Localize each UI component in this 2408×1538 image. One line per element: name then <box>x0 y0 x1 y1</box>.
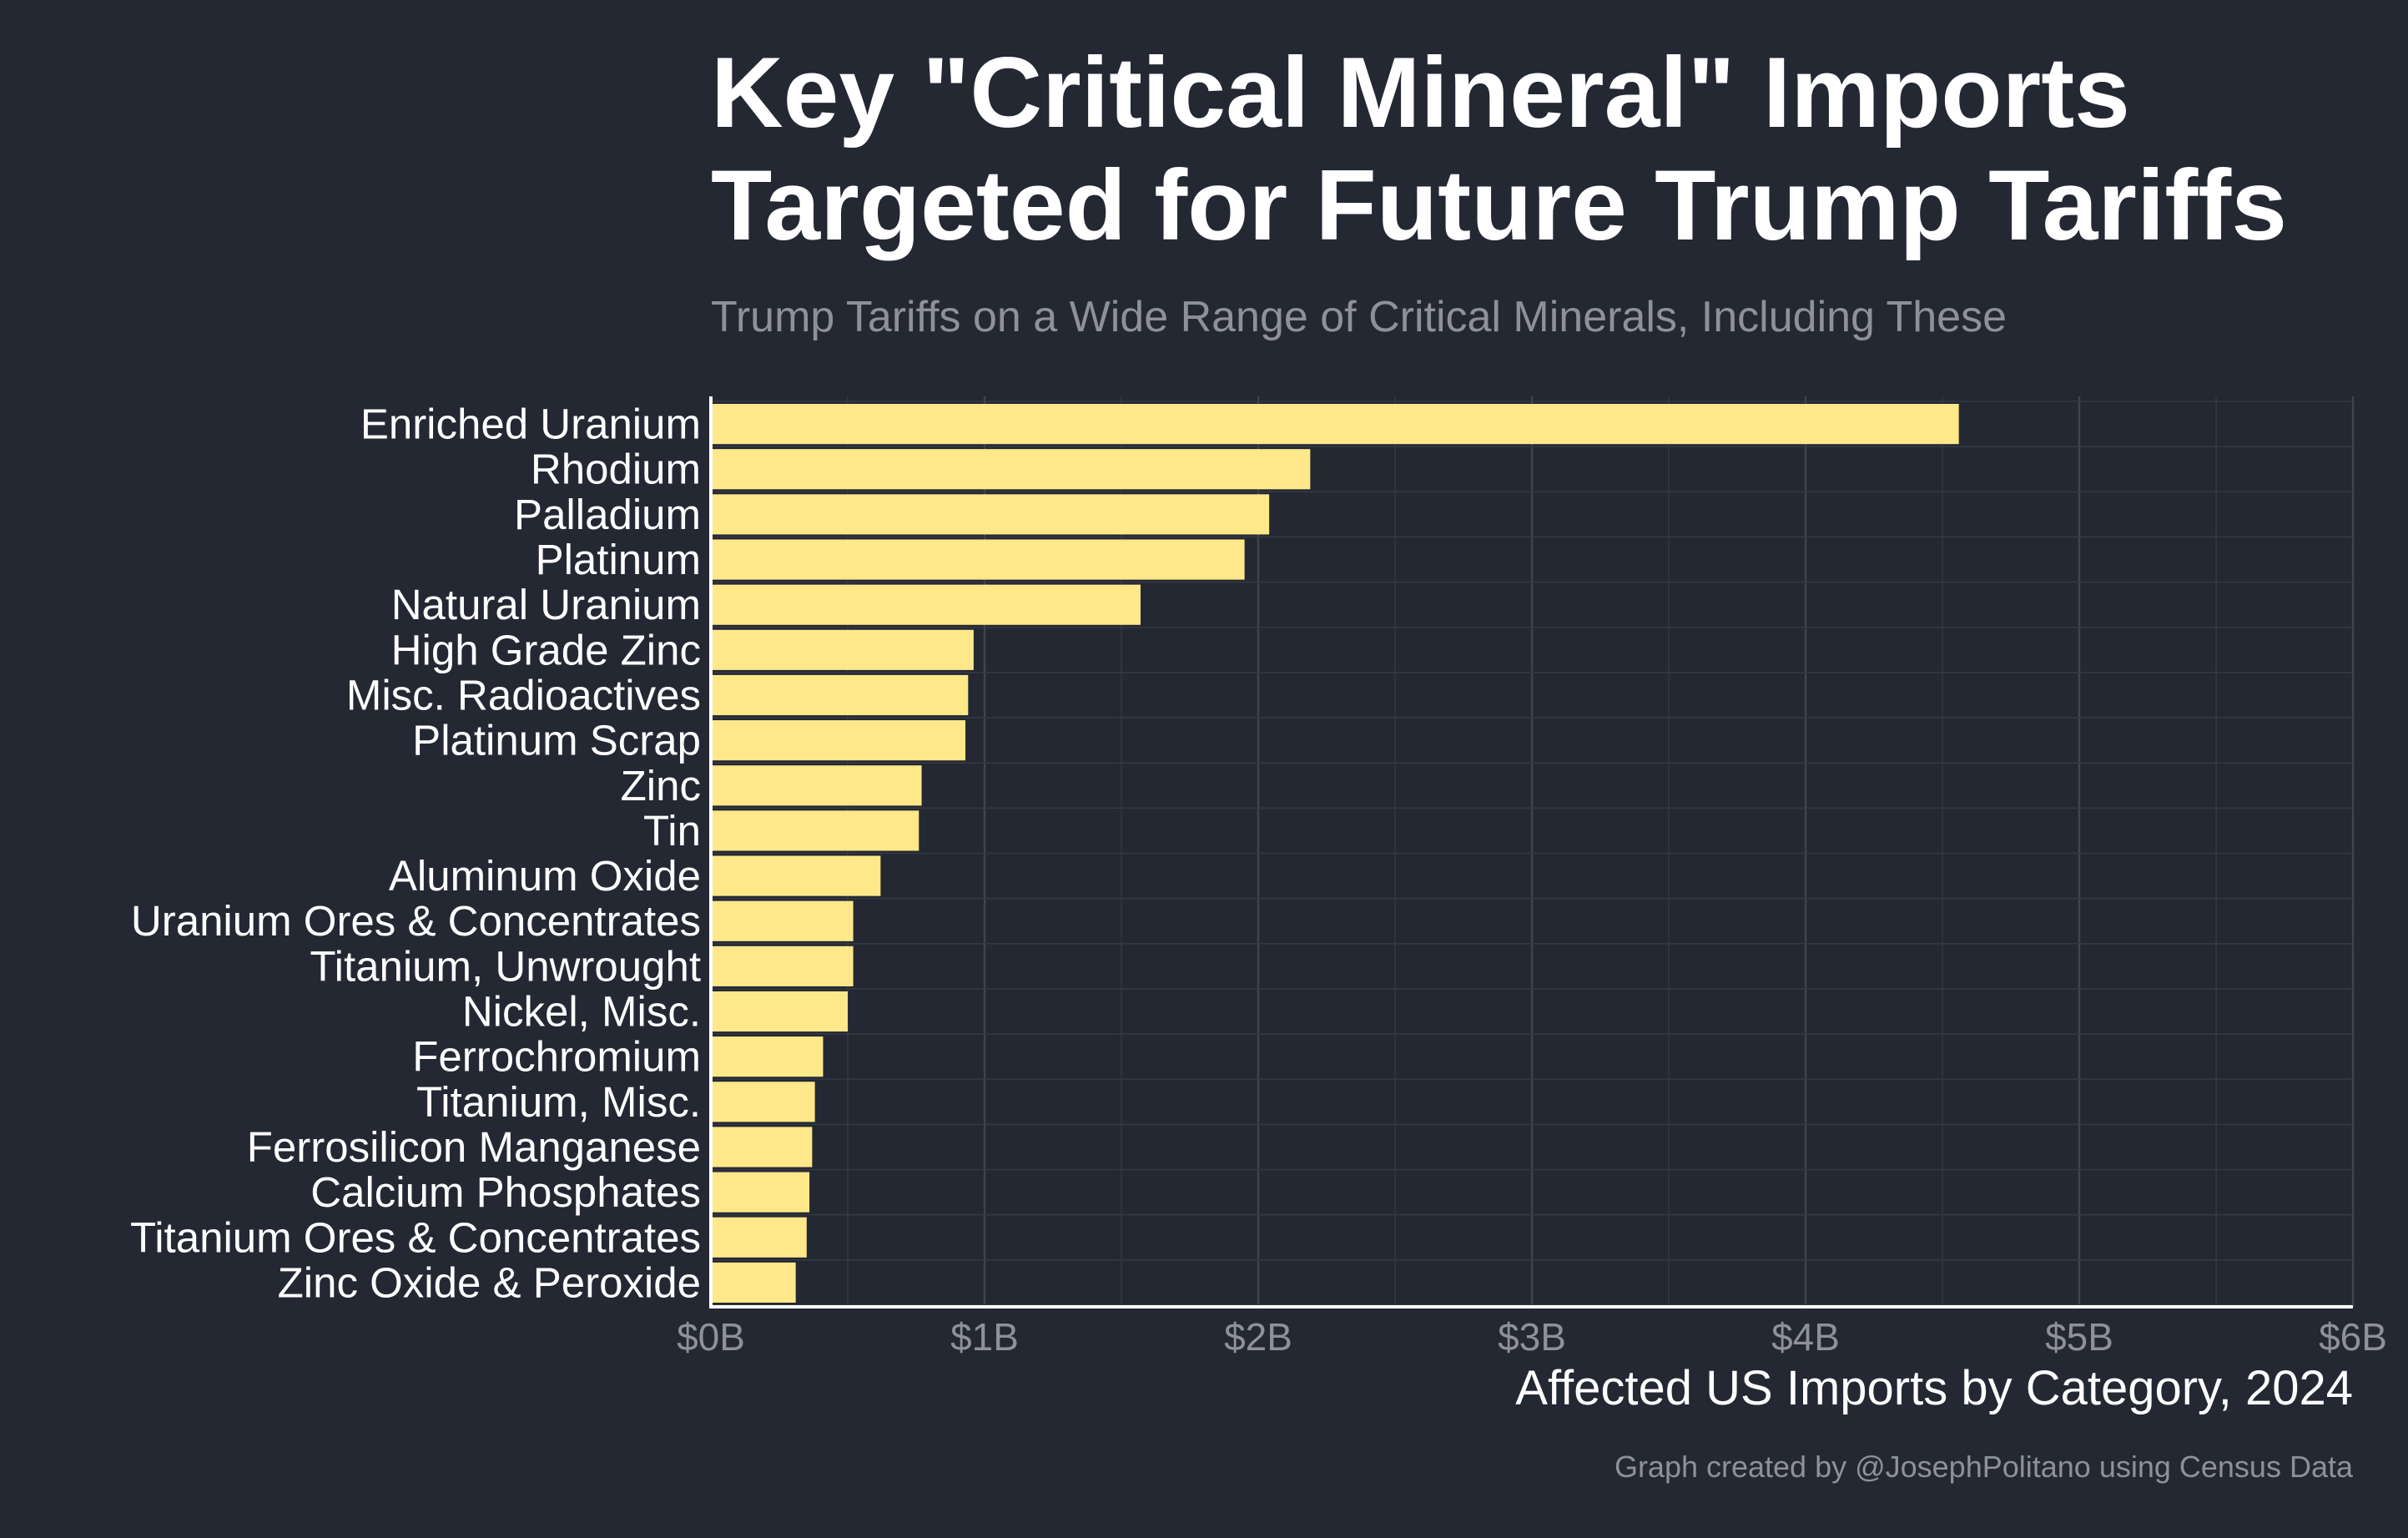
category-label: Titanium, Misc. <box>416 1078 701 1126</box>
bar-natural-uranium <box>711 585 1141 625</box>
bar-titanium-misc <box>711 1082 815 1122</box>
category-labels: Enriched UraniumRhodiumPalladiumPlatinum… <box>130 401 701 1307</box>
category-label: Palladium <box>514 491 701 538</box>
x-axis-label: Affected US Imports by Category, 2024 <box>1515 1361 2353 1415</box>
bar-nickel-misc <box>711 991 848 1031</box>
category-label: Platinum Scrap <box>412 717 701 764</box>
bar-titanium-ores-concentrates <box>711 1218 807 1258</box>
chart-subtitle: Trump Tariffs on a Wide Range of Critica… <box>711 293 2007 341</box>
bar-tin <box>711 810 919 850</box>
category-label: Rhodium <box>531 446 701 493</box>
bar-misc-radioactives <box>711 675 968 715</box>
x-tick-labels: $0B $1B $2B $3B $4B $5B $6B <box>677 1315 2387 1359</box>
bar-zinc <box>711 765 922 805</box>
category-label: Zinc <box>621 762 701 809</box>
category-label: Aluminum Oxide <box>389 852 701 900</box>
bar-aluminum-oxide <box>711 856 880 896</box>
category-label: Misc. Radioactives <box>346 671 701 719</box>
bar-high-grade-zinc <box>711 630 974 670</box>
chart-title-line-1: Key "Critical Mineral" Imports <box>711 37 2130 149</box>
category-label: Platinum <box>536 536 701 583</box>
category-label: Enriched Uranium <box>360 401 701 448</box>
bar-zinc-oxide-peroxide <box>711 1263 796 1303</box>
x-tick-label: $6B <box>2319 1315 2387 1359</box>
x-tick-label: $1B <box>950 1315 1019 1359</box>
category-label: Zinc Oxide & Peroxide <box>278 1258 701 1306</box>
bar-rhodium <box>711 449 1310 489</box>
x-tick-label: $3B <box>1498 1315 1566 1359</box>
bar-uranium-ores-concentrates <box>711 901 854 941</box>
category-label: Uranium Ores & Concentrates <box>131 897 701 945</box>
category-label: Ferrosilicon Manganese <box>247 1123 701 1171</box>
bar-titanium-unwrought <box>711 946 854 986</box>
category-label: Titanium, Unwrought <box>310 942 701 990</box>
bar-platinum-scrap <box>711 720 965 760</box>
x-tick-label: $5B <box>2045 1315 2113 1359</box>
bar-calcium-phosphates <box>711 1172 809 1213</box>
x-tick-label: $2B <box>1224 1315 1292 1359</box>
category-label: Natural Uranium <box>391 581 701 628</box>
category-label: Nickel, Misc. <box>462 988 701 1036</box>
bar-palladium <box>711 494 1269 534</box>
category-label: Titanium Ores & Concentrates <box>130 1213 701 1261</box>
category-label: Calcium Phosphates <box>310 1168 701 1216</box>
bar-platinum <box>711 539 1245 579</box>
x-tick-label: $4B <box>1771 1315 1840 1359</box>
category-label: Tin <box>643 807 701 855</box>
bar-ferrochromium <box>711 1036 823 1077</box>
category-label: High Grade Zinc <box>391 626 701 673</box>
chart-title-line-2: Targeted for Future Trump Tariffs <box>711 149 2287 261</box>
x-tick-label: $0B <box>677 1315 745 1359</box>
bar-ferrosilicon-manganese <box>711 1127 812 1167</box>
chart-caption: Graph created by @JosephPolitano using C… <box>1615 1450 2354 1484</box>
category-label: Ferrochromium <box>412 1033 701 1081</box>
bar-enriched-uranium <box>711 404 1959 444</box>
